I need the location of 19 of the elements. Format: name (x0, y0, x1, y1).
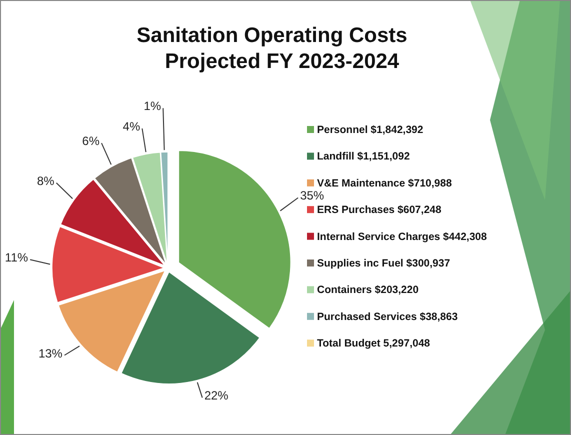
legend-label: Supplies inc Fuel $300,937 (317, 258, 450, 270)
data-label: 8% (37, 174, 55, 188)
data-label: 22% (204, 388, 229, 403)
data-label: 6% (82, 134, 100, 148)
data-label: 13% (38, 346, 63, 360)
chart-title: Sanitation Operating Costs (136, 24, 408, 47)
legend-label: Containers $203,220 (317, 284, 419, 296)
legend-label: V&E Maintenance $710,988 (317, 177, 452, 190)
chart-subtitle: Projected FY 2023-2024 (164, 50, 400, 73)
legend-label: Purchased Services $38,863 (317, 310, 458, 323)
legend-label: ERS Purchases $607,248 (317, 204, 442, 216)
data-label: 11% (4, 250, 28, 265)
legend-label: Internal Service Charges $442,308 (317, 230, 488, 243)
data-label: 1% (144, 99, 162, 114)
legend-label: Landfill $1,151,092 (317, 150, 410, 163)
legend-label: Personnel $1,842,392 (317, 124, 424, 136)
data-label: 4% (122, 119, 140, 134)
data-label: 35% (300, 188, 324, 203)
text: Total Budget 5,297,048 (317, 338, 430, 350)
